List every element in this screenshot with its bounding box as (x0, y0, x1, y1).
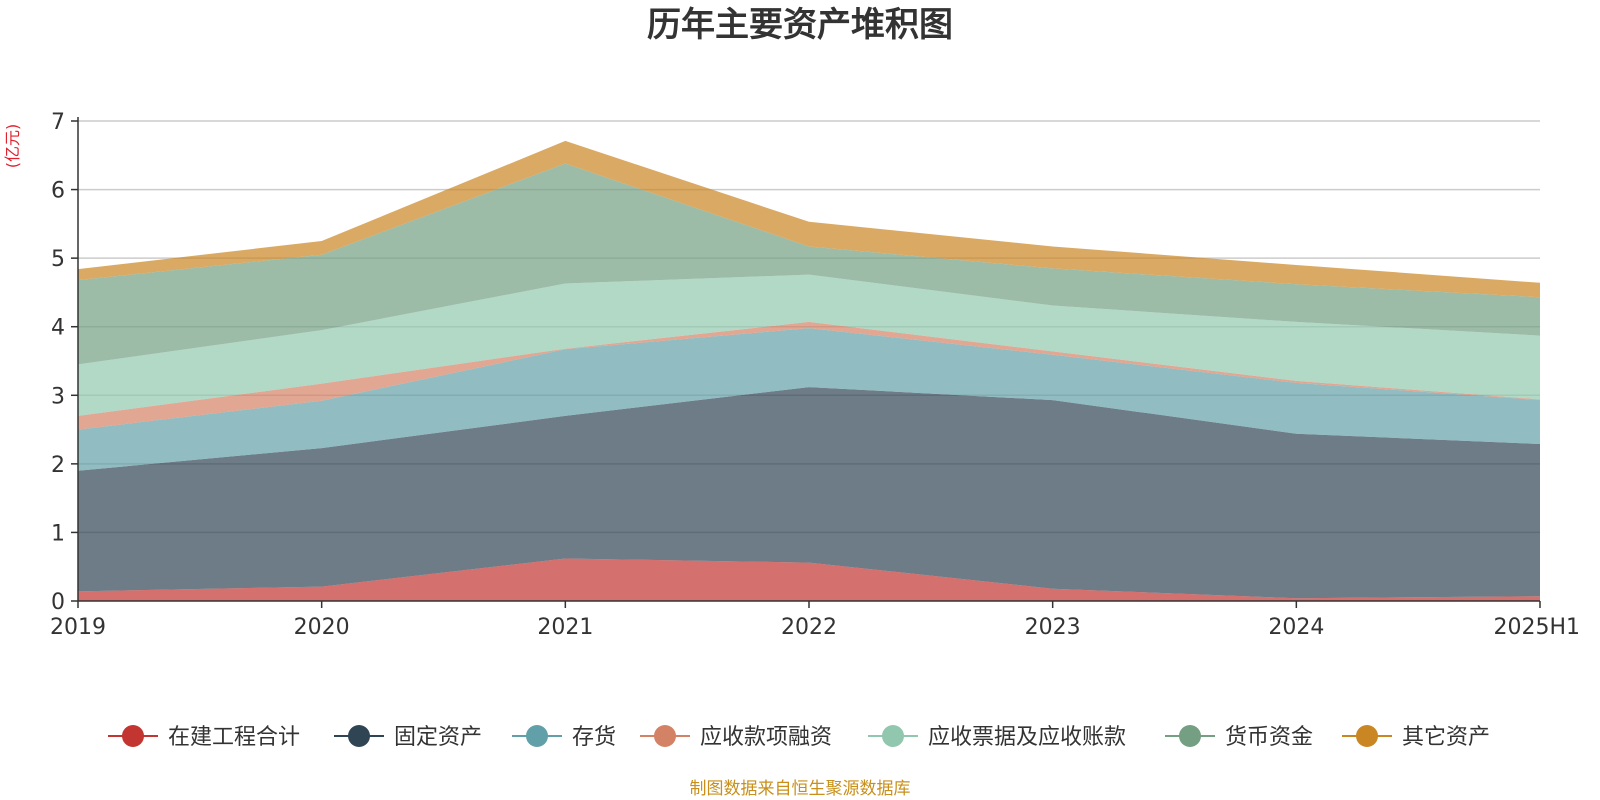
area-series-4 (78, 274, 1540, 416)
legend-label: 在建工程合计 (168, 725, 300, 750)
y-tick-label: 0 (51, 590, 65, 615)
legend-item-2[interactable]: 存货 (512, 725, 616, 750)
area-series-1 (78, 387, 1540, 599)
legend-marker (122, 725, 144, 747)
x-tick-label: 2025H1 (1493, 615, 1580, 640)
legend[interactable]: 在建工程合计 固定资产 存货 应收款项融资 应收票据及应收账款 货币资金 其它资产 (108, 725, 1490, 750)
x-tick-label: 2024 (1268, 615, 1324, 640)
x-tick-label: 2019 (50, 615, 106, 640)
legend-marker (654, 725, 676, 747)
legend-marker (526, 725, 548, 747)
legend-item-1[interactable]: 固定资产 (334, 725, 482, 750)
data-source-note: 制图数据来自恒生聚源数据库 (690, 779, 911, 799)
legend-item-6[interactable]: 其它资产 (1342, 725, 1490, 750)
x-tick-label: 2022 (781, 615, 837, 640)
area-series-0 (78, 558, 1540, 601)
legend-label: 应收款项融资 (700, 725, 832, 750)
y-tick-label: 7 (51, 110, 65, 135)
y-tick-label: 2 (51, 453, 65, 478)
y-axis-unit-label: (亿元) (3, 124, 22, 169)
area-series-6 (78, 140, 1540, 298)
legend-item-5[interactable]: 货币资金 (1165, 725, 1313, 750)
legend-label: 固定资产 (394, 725, 482, 750)
y-tick-label: 3 (51, 384, 65, 409)
area-series-5 (78, 163, 1540, 365)
y-tick-label: 5 (51, 247, 65, 272)
legend-marker (348, 725, 370, 747)
legend-label: 其它资产 (1402, 725, 1490, 750)
legend-label: 应收票据及应收账款 (928, 725, 1126, 750)
x-tick-label: 2020 (294, 615, 350, 640)
legend-item-0[interactable]: 在建工程合计 (108, 725, 300, 750)
legend-marker (1356, 725, 1378, 747)
legend-label: 货币资金 (1225, 725, 1313, 750)
y-tick-label: 4 (51, 316, 65, 341)
x-tick-label: 2023 (1025, 615, 1081, 640)
legend-marker (1179, 725, 1201, 747)
series-areas (78, 140, 1540, 601)
legend-label: 存货 (572, 725, 616, 750)
legend-marker (882, 725, 904, 747)
legend-item-4[interactable]: 应收票据及应收账款 (868, 725, 1126, 750)
chart-title: 历年主要资产堆积图 (647, 5, 953, 45)
area-series-3 (78, 321, 1540, 430)
x-tick-label: 2021 (537, 615, 593, 640)
legend-item-3[interactable]: 应收款项融资 (640, 725, 832, 750)
axes: 0 1 2 3 4 5 6 7 2019 2020 2021 2022 2023 2024 2025H1 (50, 110, 1580, 640)
y-tick-label: 6 (51, 179, 65, 204)
area-series-2 (78, 328, 1540, 471)
y-tick-label: 1 (51, 521, 65, 546)
